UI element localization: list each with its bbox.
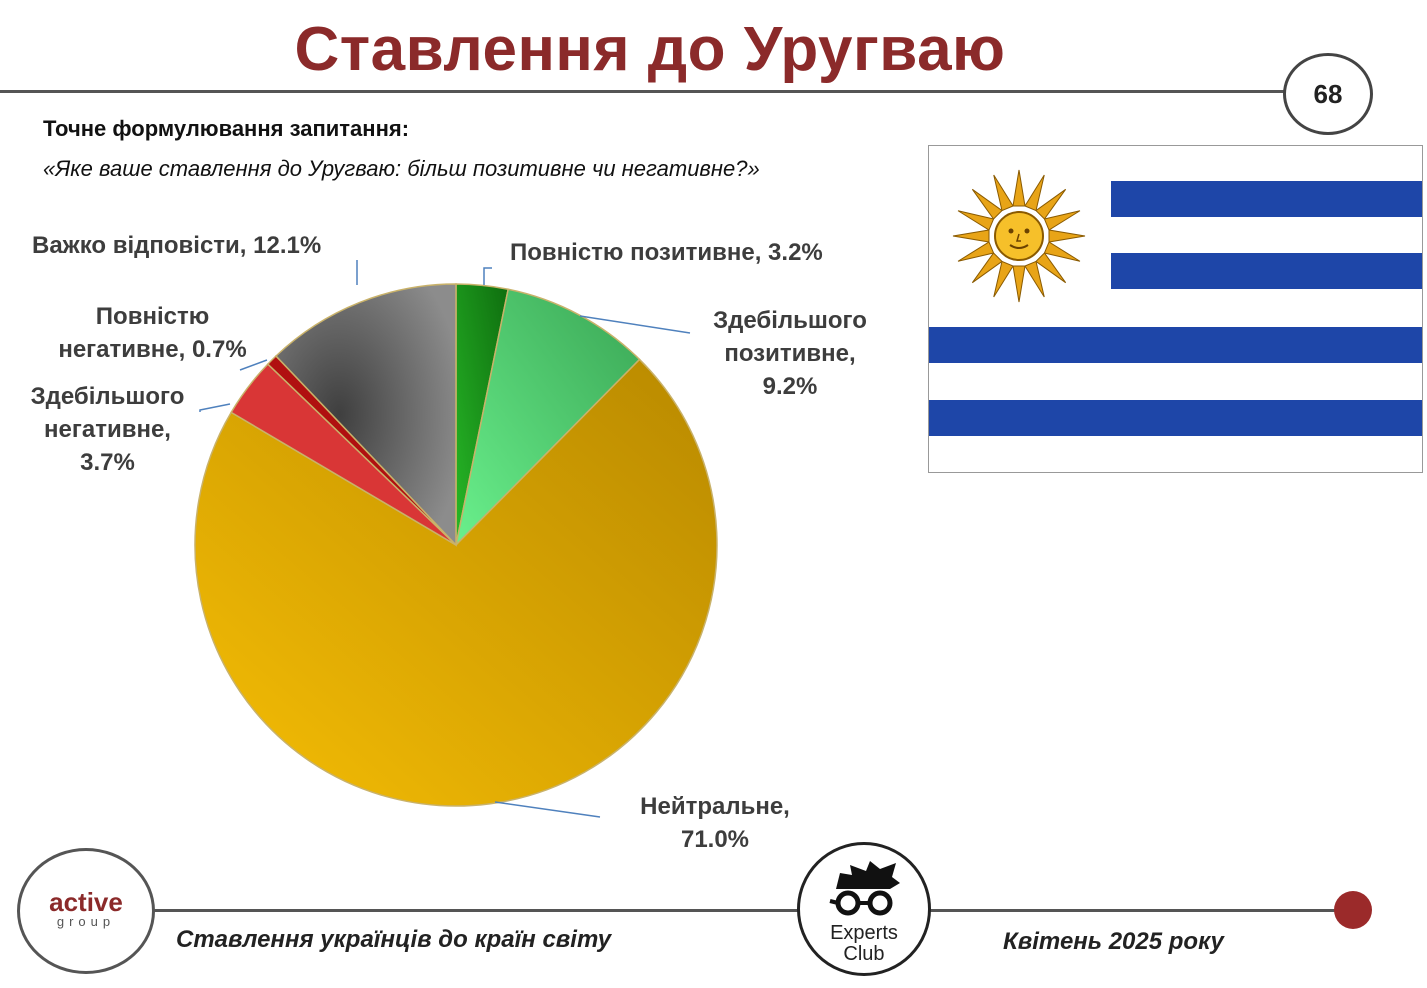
slice-label-mostly-negative: Здебільшого негативне, 3.7% <box>10 380 205 479</box>
slice-label-line: Здебільшого <box>713 307 867 334</box>
page-title: Ставлення до Уругваю <box>294 15 1006 84</box>
slice-label-line: Повністю позитивне, 3.2% <box>510 239 823 266</box>
pie-slice-neutral <box>194 358 718 807</box>
slice-label-line: 71.0% <box>680 826 750 853</box>
logo-line: Club <box>843 943 885 965</box>
flag-stripe <box>1111 253 1422 289</box>
slice-label-hard-to-say: Важко відповісти, 12.1% <box>32 229 321 262</box>
slice-label-line: Важко відповісти, 12.1% <box>32 232 322 259</box>
slice-label-line: позитивне, <box>724 340 856 367</box>
uruguay-flag-image <box>928 145 1423 473</box>
slice-label-neutral: Нейтральне, 71.0% <box>610 790 820 856</box>
slice-label-line: 3.7% <box>80 449 135 476</box>
slice-label-mostly-positive: Здебільшого позитивне, 9.2% <box>690 304 890 403</box>
active-group-logo: active group <box>17 848 155 974</box>
footer-date: Квітень 2025 року <box>1003 928 1224 955</box>
glasses-icon <box>829 861 900 916</box>
sun-of-may-icon <box>952 169 1086 303</box>
slice-label-line: 9.2% <box>762 373 818 400</box>
flag-stripe <box>929 400 1422 436</box>
footer-survey-title: Ставлення українців до країн світу <box>176 926 612 953</box>
accent-dot <box>1334 891 1372 929</box>
slice-label-fully-negative: Повністю негативне, 0.7% <box>35 300 270 366</box>
experts-club-logo: Experts Club <box>797 842 931 976</box>
slice-label-line: негативне, 0.7% <box>58 336 247 363</box>
logo-subtext: group <box>56 914 116 929</box>
slice-label-line: Повністю <box>95 303 210 330</box>
question-text: «Яке ваше ставлення до Уругваю: більш по… <box>43 156 760 181</box>
logo-text: active <box>49 887 123 917</box>
pie-slice-mostly-positive <box>454 288 641 548</box>
footer-divider <box>150 909 1350 912</box>
question-label: Точне формулювання запитання: <box>43 116 410 141</box>
page-number-badge: 68 <box>1283 53 1373 135</box>
slice-label-fully-positive: Повністю позитивне, 3.2% <box>510 236 823 269</box>
slice-label-line: Здебільшого <box>30 383 185 410</box>
flag-stripe <box>929 327 1422 363</box>
logo-text: Experts Club <box>800 923 928 965</box>
pie-slice-hard-to-say <box>274 283 457 547</box>
slice-label-line: негативне, <box>44 416 171 443</box>
slice-label-line: Нейтральне, <box>640 793 790 820</box>
logo-line: Experts <box>830 922 898 944</box>
page-number: 68 <box>1313 78 1343 109</box>
flag-stripe <box>1111 181 1422 217</box>
header-divider <box>0 90 1285 93</box>
